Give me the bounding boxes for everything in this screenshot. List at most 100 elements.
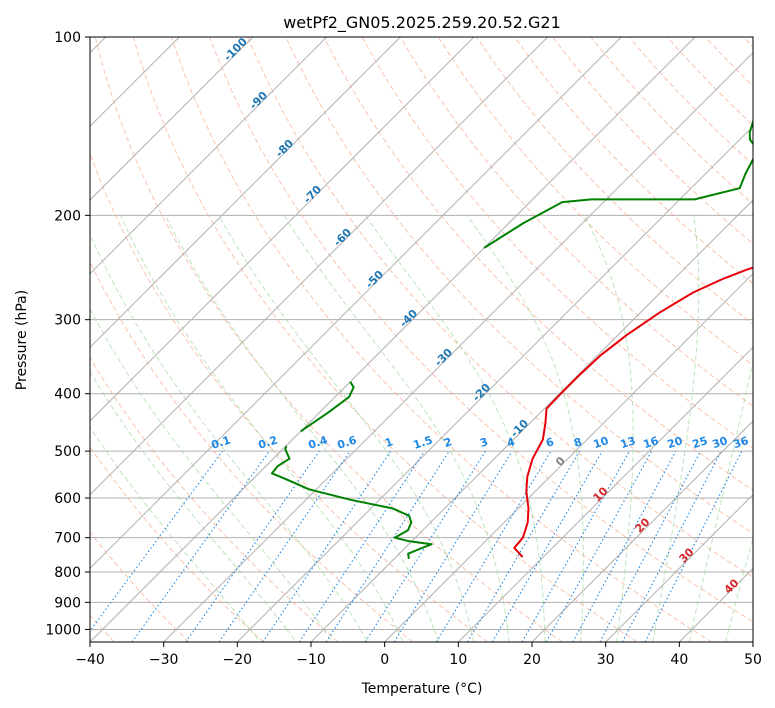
y-tick-label: 600 [54, 491, 81, 507]
y-axis-title: Pressure (hPa) [14, 290, 30, 390]
mixing-ratio-label: 0.6 [336, 433, 359, 451]
isotherm-line [457, 346, 753, 642]
temperature-profile [513, 266, 753, 558]
pressure-gridlines [90, 37, 753, 630]
mixing-ratio-label: 0.2 [257, 433, 280, 451]
isotherm-line [90, 37, 328, 275]
mixing-ratio-line [325, 450, 450, 642]
moist-adiabats [90, 215, 753, 642]
plot-frame [89, 36, 754, 643]
mixing-ratio-label: 30 [711, 434, 730, 451]
mixing-ratio-line [467, 450, 580, 642]
dry-adiabat-line [90, 446, 264, 642]
dry-adiabat-line [247, 37, 753, 578]
x-tick-label: 40 [670, 652, 688, 668]
y-tick-label: 100 [54, 30, 81, 46]
x-tick-label: −20 [223, 652, 253, 668]
isotherm-line [90, 37, 622, 570]
moist-adiabat-line [90, 308, 333, 642]
x-tick-label: −30 [149, 652, 179, 668]
x-tick-label: 0 [380, 652, 389, 668]
x-tick-label: 30 [597, 652, 615, 668]
x-tick-label: 50 [744, 652, 762, 668]
x-tick-label: −10 [296, 652, 326, 668]
mixing-ratio-label: 1 [383, 435, 394, 450]
dry-adiabat-line [285, 37, 753, 535]
moist-adiabat-line [120, 215, 404, 642]
moist-adiabat-line [164, 215, 439, 642]
mixing-ratio-label: 4 [505, 435, 517, 450]
mixing-ratio-label: 20 [666, 434, 685, 451]
dry-adiabat-line [94, 37, 563, 642]
dry-adiabat-line [90, 356, 339, 642]
dry-adiabat-line [90, 531, 190, 642]
mixing-ratio-label: 3 [478, 435, 489, 450]
isotherm-line [90, 37, 254, 201]
moist-adiabat-line [583, 215, 634, 642]
dry-adiabat-line [323, 37, 753, 491]
isotherm-line [384, 272, 753, 642]
moist-adiabat-line [652, 215, 700, 642]
mixing-ratio-line [435, 450, 552, 642]
isotherm-line [531, 420, 753, 642]
y-tick-label: 900 [54, 595, 81, 611]
chart-title: wetPf2_GN05.2025.259.20.52.G21 [283, 13, 561, 33]
mixing-ratio-label: 2 [442, 435, 453, 450]
y-axis-ticks: 100 200 300 400 500 600 700 800 900 1000 [45, 30, 90, 638]
plot-border [89, 36, 754, 643]
plot-area [90, 37, 753, 642]
mixing-ratio-label: 25 [691, 434, 710, 451]
isotherm-line [605, 493, 753, 642]
y-tick-label: 700 [54, 531, 81, 547]
x-tick-label: −40 [75, 652, 105, 668]
y-tick-label: 300 [54, 313, 81, 329]
mixing-ratio-label: 13 [619, 434, 638, 451]
moist-adiabat-line [90, 426, 261, 642]
moist-adiabat-line [90, 232, 369, 642]
dry-adiabat-line [209, 37, 753, 623]
moist-adiabat-line [688, 358, 753, 642]
mixing-ratio-line [393, 450, 513, 642]
x-axis-title: Temperature (°C) [361, 681, 483, 697]
mixing-ratio-label: 0.1 [210, 433, 233, 451]
dry-adiabat-line [171, 37, 712, 642]
plot-background [90, 37, 753, 642]
x-tick-label: 10 [449, 652, 467, 668]
dry-adiabats [90, 37, 753, 642]
isotherm-line [163, 51, 753, 642]
mixing-ratio-label: 0.4 [307, 433, 330, 451]
y-tick-label: 500 [54, 444, 81, 460]
dry-adiabat-line [514, 37, 753, 285]
isotherm-line [90, 37, 401, 349]
isotherm-line [90, 37, 549, 496]
dry-adiabat-line [437, 37, 753, 366]
mixing-ratio-label: 1.5 [412, 433, 435, 451]
dry-adiabat-line [90, 152, 488, 642]
moist-adiabat-line [218, 215, 475, 642]
isotherm-line [90, 37, 696, 642]
mixing-ratio-line [545, 450, 653, 642]
mixing-ratio-line [521, 450, 630, 642]
mixing-ratio-line [572, 450, 677, 642]
mixing-ratio-label: 16 [642, 434, 661, 451]
dry-adiabat-line [399, 37, 753, 407]
mixing-ratio-line [218, 450, 351, 642]
moist-adiabat-line [725, 536, 753, 642]
mixing-ratio-label: 6 [544, 435, 556, 450]
dewpoint-upper-profile [300, 381, 355, 433]
y-tick-label: 400 [54, 387, 81, 403]
moist-adiabat-line [283, 215, 510, 642]
x-tick-label: 20 [523, 652, 541, 668]
isotherm-line [236, 125, 753, 642]
dewpoint-profile [271, 445, 433, 559]
moist-adiabat-line [466, 215, 584, 642]
x-axis-ticks: −40 −30 −20 −10 0 10 20 30 40 50 [75, 642, 762, 668]
mixing-ratio-label: 8 [572, 435, 583, 450]
dry-adiabat-line [361, 37, 753, 449]
y-tick-label: 800 [54, 565, 81, 581]
y-tick-label: 200 [54, 208, 81, 224]
mixing-ratio-line [185, 450, 320, 642]
isotherm-line [90, 37, 475, 422]
mixing-ratio-line [491, 450, 603, 642]
